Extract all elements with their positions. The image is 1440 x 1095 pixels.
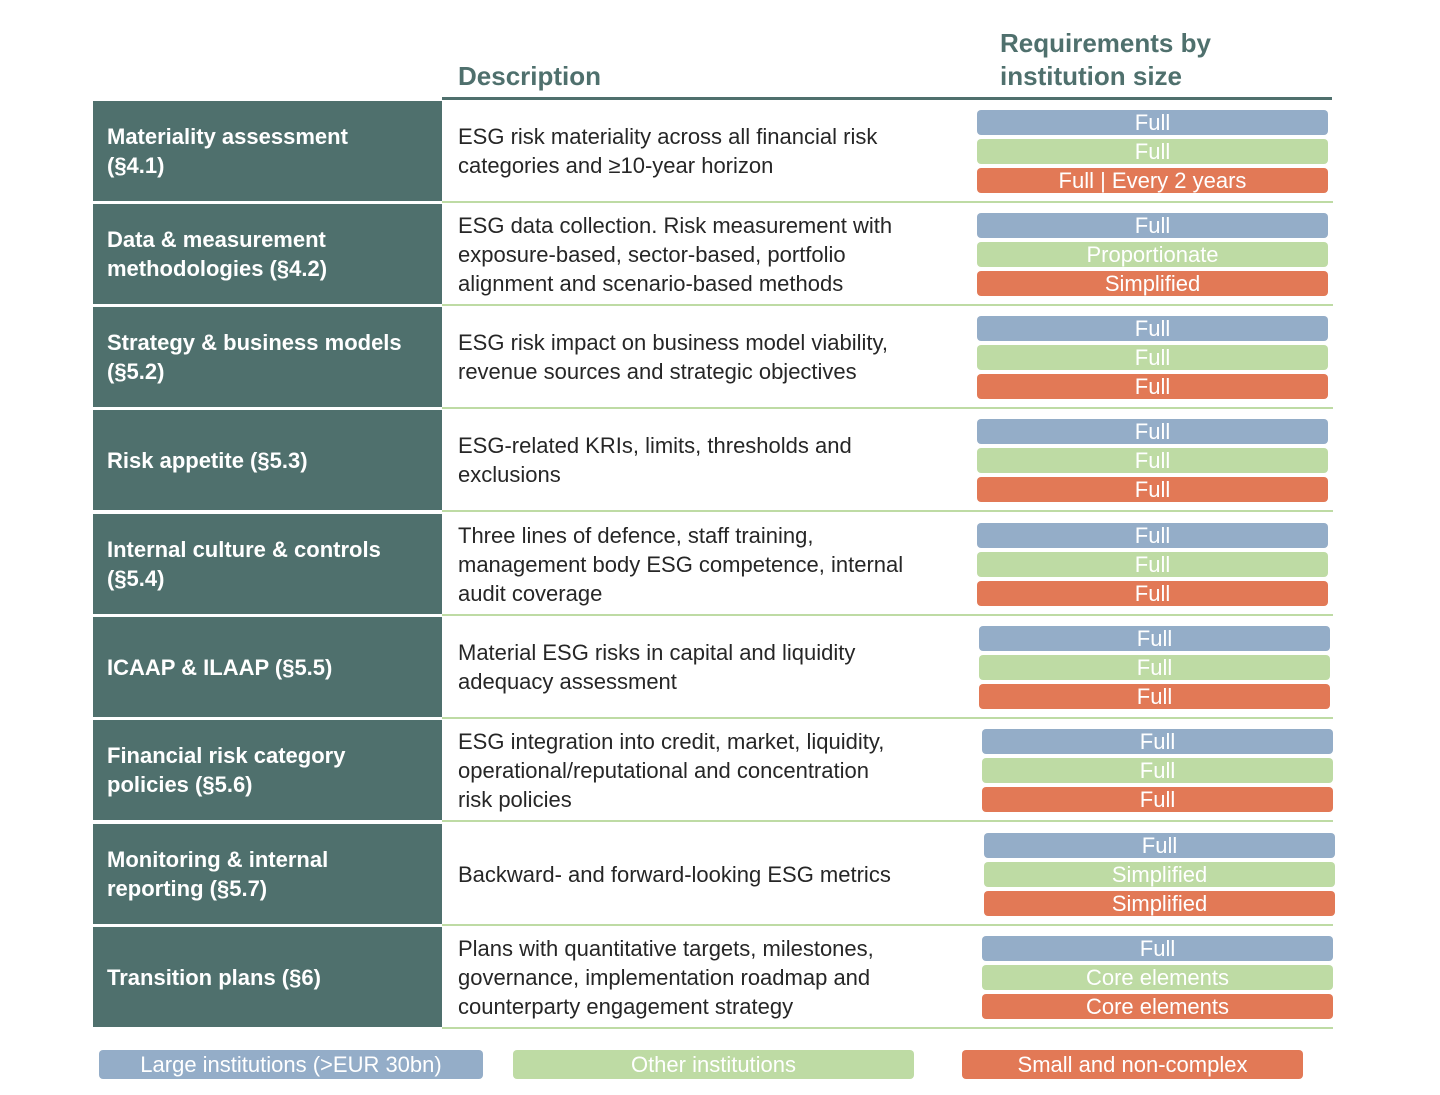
row-label-text: ICAAP & ILAAP (§5.5) [107,654,333,680]
requirement-pills: Full Simplified Simplified [984,833,1335,920]
legend-large-institutions: Large institutions (>EUR 30bn) [99,1050,483,1079]
requirement-pills: Full Full Full [977,316,1328,403]
requirement-pills: Full Full Full [979,626,1330,713]
other-institutions-requirement: Proportionate [977,242,1328,267]
row-label: Monitoring & internal reporting (§5.7) [93,824,442,924]
large-institutions-requirement: Full [979,626,1330,651]
row-description-text: ESG risk materiality across all financia… [458,124,878,178]
requirement-pills: Full Proportionate Simplified [977,213,1328,300]
row-label-text: Transition plans (§6) [107,964,321,990]
requirement-pills: Full Core elements Core elements [982,936,1333,1023]
table-row: Risk appetite (§5.3) ESG-related KRIs, li… [93,410,1333,512]
row-separator [442,407,1333,409]
row-description-text: Backward- and forward-looking ESG metric… [458,861,891,887]
large-institutions-requirement: Full [977,523,1328,548]
row-description-text: Material ESG risks in capital and liquid… [458,640,856,694]
row-label: Risk appetite (§5.3) [93,410,442,510]
table-row: Monitoring & internal reporting (§5.7) Ba… [93,824,1335,926]
row-description: Plans with quantitative targets, milesto… [458,927,970,1027]
small-institutions-requirement: Full [977,374,1328,399]
row-description: Three lines of defence, staff training, … [458,514,970,614]
large-institutions-requirement: Full [977,110,1328,135]
large-institutions-requirement: Full [977,316,1328,341]
row-description: Material ESG risks in capital and liquid… [458,617,970,717]
small-institutions-requirement: Full [977,581,1328,606]
other-institutions-requirement: Full [982,758,1333,783]
row-separator [442,201,1333,203]
requirement-pills: Full Full Full [977,523,1328,610]
row-label-text: Strategy & business models (§5.2) [107,330,402,384]
row-description-text: ESG-related KRIs, limits, thresholds and… [458,433,852,487]
requirement-pills: Full Full Full [982,729,1333,816]
row-label: ICAAP & ILAAP (§5.5) [93,617,442,717]
other-institutions-requirement: Full [977,552,1328,577]
row-separator [442,304,1333,306]
row-separator [442,1027,1333,1029]
requirement-pills: Full Full Full | Every 2 years [977,110,1328,197]
large-institutions-requirement: Full [977,213,1328,238]
row-label-text: Monitoring & internal reporting (§5.7) [107,847,329,901]
table-row: Financial risk category policies (§5.6) E… [93,720,1333,822]
other-institutions-requirement: Simplified [984,862,1335,887]
requirements-header: Requirements by institution size [1000,28,1211,91]
other-institutions-requirement: Full [977,139,1328,164]
small-institutions-requirement: Full [982,787,1333,812]
row-label: Materiality assessment (§4.1) [93,101,442,201]
row-separator [442,820,1333,822]
row-separator [442,924,1333,926]
row-label-text: Internal culture & controls (§5.4) [107,537,381,591]
row-description-text: ESG data collection. Risk measurement wi… [458,212,893,296]
other-institutions-requirement: Full [979,655,1330,680]
legend-other-institutions: Other institutions [513,1050,914,1079]
row-label: Data & measurement methodologies (§4.2) [93,204,442,304]
row-label: Strategy & business models (§5.2) [93,307,442,407]
row-separator [442,614,1333,616]
table-row: Data & measurement methodologies (§4.2) E… [93,204,1333,306]
row-separator [442,717,1333,719]
table-row: Internal culture & controls (§5.4) Three … [93,514,1333,616]
row-label-text: Risk appetite (§5.3) [107,447,308,473]
row-label: Transition plans (§6) [93,927,442,1027]
row-description: ESG data collection. Risk measurement wi… [458,204,970,304]
large-institutions-requirement: Full [982,729,1333,754]
large-institutions-requirement: Full [982,936,1333,961]
row-label: Internal culture & controls (§5.4) [93,514,442,614]
row-description-text: ESG integration into credit, market, liq… [458,728,885,812]
table-row: Strategy & business models (§5.2) ESG ris… [93,307,1333,409]
small-institutions-requirement: Simplified [984,891,1335,916]
row-label-text: Financial risk category policies (§5.6) [107,743,346,797]
row-description: ESG risk materiality across all financia… [458,101,970,201]
row-description: ESG integration into credit, market, liq… [458,720,970,820]
description-header: Description [458,61,602,91]
large-institutions-requirement: Full [977,419,1328,444]
other-institutions-requirement: Full [977,448,1328,473]
small-institutions-requirement: Core elements [982,994,1333,1019]
row-description: ESG-related KRIs, limits, thresholds and… [458,410,970,510]
small-institutions-requirement: Simplified [977,271,1328,296]
row-separator [442,510,1333,512]
large-institutions-requirement: Full [984,833,1335,858]
table-row: ICAAP & ILAAP (§5.5) Material ESG risks i… [93,617,1333,719]
row-description: Backward- and forward-looking ESG metric… [458,824,970,924]
small-institutions-requirement: Full | Every 2 years [977,168,1328,193]
other-institutions-requirement: Full [977,345,1328,370]
small-institutions-requirement: Full [979,684,1330,709]
requirement-pills: Full Full Full [977,419,1328,506]
small-institutions-requirement: Full [977,477,1328,502]
row-description: ESG risk impact on business model viabil… [458,307,970,407]
table-row: Transition plans (§6) Plans with quantita… [93,927,1333,1029]
header-divider [442,97,1332,100]
row-description-text: ESG risk impact on business model viabil… [458,330,888,384]
row-label: Financial risk category policies (§5.6) [93,720,442,820]
row-description-text: Three lines of defence, staff training, … [458,522,904,606]
other-institutions-requirement: Core elements [982,965,1333,990]
legend-small-non-complex: Small and non-complex [962,1050,1303,1079]
row-label-text: Data & measurement methodologies (§4.2) [107,227,328,281]
table-row: Materiality assessment (§4.1) ESG risk ma… [93,101,1333,203]
row-label-text: Materiality assessment (§4.1) [107,124,348,178]
row-description-text: Plans with quantitative targets, milesto… [458,935,874,1019]
